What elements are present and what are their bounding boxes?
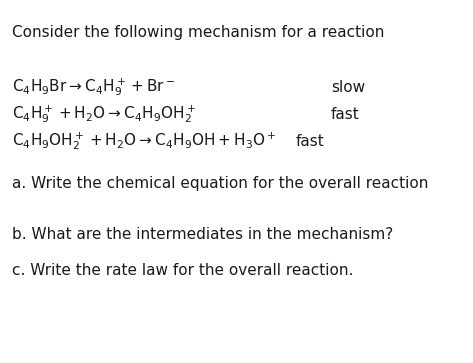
Text: b. What are the intermediates in the mechanism?: b. What are the intermediates in the mec…	[12, 227, 393, 242]
Text: $\mathsf{C_4H_9^+ + H_2O \rightarrow C_4H_9OH_2^+}$: $\mathsf{C_4H_9^+ + H_2O \rightarrow C_4…	[12, 103, 196, 125]
Text: fast: fast	[296, 134, 324, 149]
Text: Consider the following mechanism for a reaction: Consider the following mechanism for a r…	[12, 25, 384, 40]
Text: fast: fast	[331, 107, 360, 122]
Text: slow: slow	[331, 79, 365, 95]
Text: $\mathsf{C_4H_9OH_2^+ + H_2O \rightarrow C_4H_9OH + H_3O^+}$: $\mathsf{C_4H_9OH_2^+ + H_2O \rightarrow…	[12, 131, 276, 152]
Text: c. Write the rate law for the overall reaction.: c. Write the rate law for the overall re…	[12, 263, 353, 278]
Text: $\mathsf{C_4H_9Br \rightarrow C_4H_9^+ + Br^-}$: $\mathsf{C_4H_9Br \rightarrow C_4H_9^+ +…	[12, 76, 175, 98]
Text: a. Write the chemical equation for the overall reaction: a. Write the chemical equation for the o…	[12, 176, 428, 191]
